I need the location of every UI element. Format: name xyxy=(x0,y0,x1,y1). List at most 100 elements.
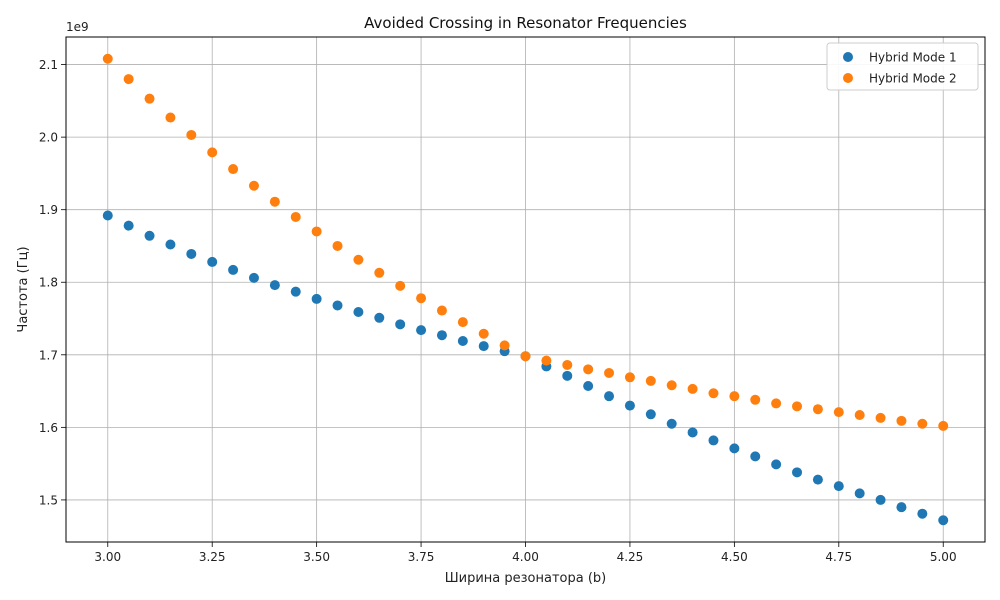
point-hybrid-mode-2 xyxy=(102,53,113,64)
point-hybrid-mode-2 xyxy=(186,129,197,140)
point-hybrid-mode-1 xyxy=(583,381,594,392)
point-hybrid-mode-2 xyxy=(478,328,489,339)
point-hybrid-mode-2 xyxy=(917,418,928,429)
point-hybrid-mode-1 xyxy=(645,409,656,420)
point-hybrid-mode-2 xyxy=(729,391,740,402)
point-hybrid-mode-2 xyxy=(436,305,447,316)
point-hybrid-mode-2 xyxy=(938,420,949,431)
point-hybrid-mode-2 xyxy=(562,359,573,370)
point-hybrid-mode-1 xyxy=(457,336,468,347)
point-hybrid-mode-1 xyxy=(896,502,907,513)
point-hybrid-mode-2 xyxy=(583,364,594,375)
point-hybrid-mode-1 xyxy=(604,391,615,402)
point-hybrid-mode-2 xyxy=(875,412,886,423)
point-hybrid-mode-1 xyxy=(144,230,155,241)
point-hybrid-mode-2 xyxy=(395,280,406,291)
point-hybrid-mode-1 xyxy=(875,494,886,505)
point-hybrid-mode-1 xyxy=(792,467,803,478)
x-tick-label: 5.00 xyxy=(930,550,957,564)
chart-title: Avoided Crossing in Resonator Frequencie… xyxy=(364,14,687,32)
point-hybrid-mode-2 xyxy=(374,267,385,278)
point-hybrid-mode-1 xyxy=(416,325,427,336)
point-hybrid-mode-2 xyxy=(771,398,782,409)
point-hybrid-mode-1 xyxy=(833,481,844,492)
x-tick-label: 4.75 xyxy=(825,550,852,564)
point-hybrid-mode-2 xyxy=(604,367,615,378)
point-hybrid-mode-2 xyxy=(624,372,635,383)
point-hybrid-mode-2 xyxy=(792,401,803,412)
point-hybrid-mode-2 xyxy=(708,388,719,399)
data-points xyxy=(102,53,949,526)
y-tick-label: 1.7 xyxy=(39,348,58,362)
point-hybrid-mode-1 xyxy=(708,435,719,446)
point-hybrid-mode-1 xyxy=(666,418,677,429)
point-hybrid-mode-1 xyxy=(750,451,761,462)
point-hybrid-mode-1 xyxy=(938,515,949,526)
point-hybrid-mode-1 xyxy=(917,508,928,519)
point-hybrid-mode-2 xyxy=(457,317,468,328)
point-hybrid-mode-1 xyxy=(771,459,782,470)
point-hybrid-mode-1 xyxy=(311,293,322,304)
point-hybrid-mode-1 xyxy=(729,443,740,454)
point-hybrid-mode-2 xyxy=(123,74,134,85)
y-tick-label: 1.9 xyxy=(39,203,58,217)
x-tick-label: 3.75 xyxy=(408,550,435,564)
point-hybrid-mode-2 xyxy=(165,112,176,123)
x-tick-label: 4.25 xyxy=(617,550,644,564)
legend-box xyxy=(826,42,979,91)
y-tick-label: 1.6 xyxy=(39,421,58,435)
point-hybrid-mode-2 xyxy=(520,351,531,362)
x-tick-label: 4.00 xyxy=(512,550,539,564)
point-hybrid-mode-1 xyxy=(248,272,259,283)
point-hybrid-mode-2 xyxy=(896,415,907,426)
point-hybrid-mode-2 xyxy=(332,240,343,251)
point-hybrid-mode-1 xyxy=(395,319,406,330)
point-hybrid-mode-1 xyxy=(374,312,385,323)
point-hybrid-mode-2 xyxy=(248,180,259,191)
point-hybrid-mode-1 xyxy=(228,264,239,275)
point-hybrid-mode-2 xyxy=(207,147,218,158)
point-hybrid-mode-1 xyxy=(102,210,113,221)
x-tick-label: 4.50 xyxy=(721,550,748,564)
point-hybrid-mode-2 xyxy=(499,340,510,351)
point-hybrid-mode-1 xyxy=(687,427,698,438)
point-hybrid-mode-1 xyxy=(165,239,176,250)
legend-marker-hybrid-mode-1 xyxy=(843,52,853,62)
legend-label-hybrid-mode-2: Hybrid Mode 2 xyxy=(869,72,957,86)
point-hybrid-mode-1 xyxy=(436,330,447,341)
legend-label-hybrid-mode-1: Hybrid Mode 1 xyxy=(869,51,957,65)
point-hybrid-mode-2 xyxy=(645,375,656,386)
grid xyxy=(66,37,985,542)
point-hybrid-mode-2 xyxy=(541,355,552,366)
point-hybrid-mode-1 xyxy=(290,286,301,297)
point-hybrid-mode-2 xyxy=(812,404,823,415)
point-hybrid-mode-2 xyxy=(311,226,322,237)
legend: Hybrid Mode 1 Hybrid Mode 2 xyxy=(826,42,979,91)
y-tick-label: 1.8 xyxy=(39,276,58,290)
x-axis-label: Ширина резонатора (b) xyxy=(445,571,607,586)
x-tick-label: 3.25 xyxy=(199,550,226,564)
y-axis-label: Частота (Гц) xyxy=(16,246,31,332)
point-hybrid-mode-2 xyxy=(416,293,427,304)
x-tick-label: 3.00 xyxy=(94,550,121,564)
y-axis-multiplier: 1e9 xyxy=(66,20,89,34)
x-axis-ticks: 3.00 3.25 3.50 3.75 4.00 4.25 4.50 4.75 5.00 xyxy=(94,542,957,564)
point-hybrid-mode-1 xyxy=(562,370,573,381)
legend-marker-hybrid-mode-2 xyxy=(843,73,853,83)
point-hybrid-mode-2 xyxy=(687,383,698,394)
point-hybrid-mode-2 xyxy=(666,380,677,391)
point-hybrid-mode-1 xyxy=(269,280,280,291)
y-tick-label: 2.0 xyxy=(39,131,58,145)
point-hybrid-mode-1 xyxy=(812,474,823,485)
point-hybrid-mode-1 xyxy=(332,300,343,311)
point-hybrid-mode-1 xyxy=(478,341,489,352)
point-hybrid-mode-2 xyxy=(750,394,761,405)
point-hybrid-mode-2 xyxy=(833,407,844,418)
point-hybrid-mode-1 xyxy=(854,488,865,499)
point-hybrid-mode-1 xyxy=(353,306,364,317)
point-hybrid-mode-2 xyxy=(854,410,865,421)
point-hybrid-mode-2 xyxy=(228,164,239,175)
x-tick-label: 3.50 xyxy=(303,550,330,564)
point-hybrid-mode-1 xyxy=(186,248,197,259)
